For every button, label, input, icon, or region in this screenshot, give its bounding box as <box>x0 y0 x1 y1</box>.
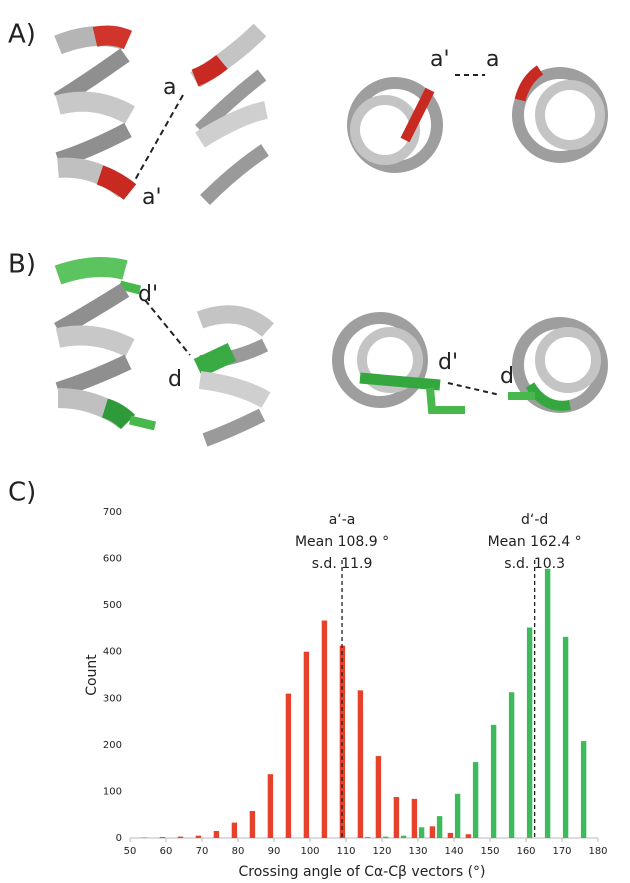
bar <box>214 831 219 838</box>
residue-label: d' <box>138 282 158 307</box>
y-tick-label: 400 <box>103 647 122 658</box>
bar <box>430 826 435 838</box>
residue-label: a <box>486 47 499 72</box>
bar <box>383 837 388 838</box>
bar <box>178 837 183 838</box>
bar <box>322 621 327 838</box>
residue-label: d <box>500 364 514 389</box>
annotation: d‘-d <box>521 512 548 528</box>
x-tick-label: 100 <box>300 846 319 857</box>
bar <box>232 823 237 838</box>
bar <box>160 837 165 838</box>
y-tick-label: 300 <box>103 693 122 704</box>
x-tick-label: 140 <box>444 846 463 857</box>
annotation: a‘-a <box>329 512 356 528</box>
bar <box>419 827 424 838</box>
bar <box>394 797 399 838</box>
x-tick-label: 50 <box>124 846 137 857</box>
residue-label: a' <box>142 185 162 210</box>
x-tick-label: 160 <box>516 846 535 857</box>
y-tick-label: 600 <box>103 554 122 565</box>
bar <box>437 816 442 838</box>
bar <box>563 637 568 838</box>
bar <box>466 834 471 838</box>
y-tick-label: 500 <box>103 600 122 611</box>
bar <box>581 741 586 838</box>
bar <box>473 762 478 838</box>
figure: A) a a' a' a B) d' d d' d C) Crossing an… <box>0 0 630 883</box>
residue-label: a' <box>430 47 450 72</box>
x-tick-label: 70 <box>196 846 209 857</box>
annotation: s.d. 11.9 <box>312 556 373 572</box>
bar <box>412 799 417 838</box>
residue-label: a <box>163 75 176 100</box>
bar <box>376 756 381 838</box>
bar <box>448 833 453 838</box>
bar <box>527 627 532 838</box>
bar <box>365 837 370 838</box>
y-axis-title: Count <box>84 654 100 696</box>
helix-drawing-a <box>58 30 602 200</box>
x-tick-label: 80 <box>232 846 245 857</box>
residue-label: d <box>168 367 182 392</box>
panel-label: A) <box>8 20 36 50</box>
x-tick-label: 120 <box>372 846 391 857</box>
bar <box>196 836 201 838</box>
annotation: Mean 108.9 ° <box>295 534 389 550</box>
x-tick-label: 130 <box>408 846 427 857</box>
y-tick-label: 700 <box>103 507 122 518</box>
x-axis-title: Crossing angle of Cα-Cβ vectors (°) <box>238 864 485 880</box>
y-tick-label: 100 <box>103 786 122 797</box>
x-tick-label: 180 <box>588 846 607 857</box>
bar <box>304 652 309 838</box>
bar <box>545 569 550 838</box>
residue-label: d' <box>438 350 458 375</box>
annotation: Mean 162.4 ° <box>488 534 582 550</box>
x-tick-label: 150 <box>480 846 499 857</box>
bar <box>491 725 496 838</box>
y-tick-label: 200 <box>103 740 122 751</box>
x-tick-label: 110 <box>336 846 355 857</box>
bar <box>509 692 514 838</box>
y-tick-label: 0 <box>116 833 122 844</box>
bar <box>358 690 363 838</box>
panel-label: B) <box>8 250 36 280</box>
annotation: s.d. 10.3 <box>504 556 565 572</box>
bar <box>401 836 406 838</box>
bar <box>455 794 460 838</box>
bar <box>250 811 255 838</box>
x-tick-label: 60 <box>160 846 173 857</box>
x-tick-label: 90 <box>268 846 281 857</box>
panel-label: C) <box>8 478 36 508</box>
bar <box>286 694 291 838</box>
bar <box>268 774 273 838</box>
x-tick-label: 170 <box>552 846 571 857</box>
